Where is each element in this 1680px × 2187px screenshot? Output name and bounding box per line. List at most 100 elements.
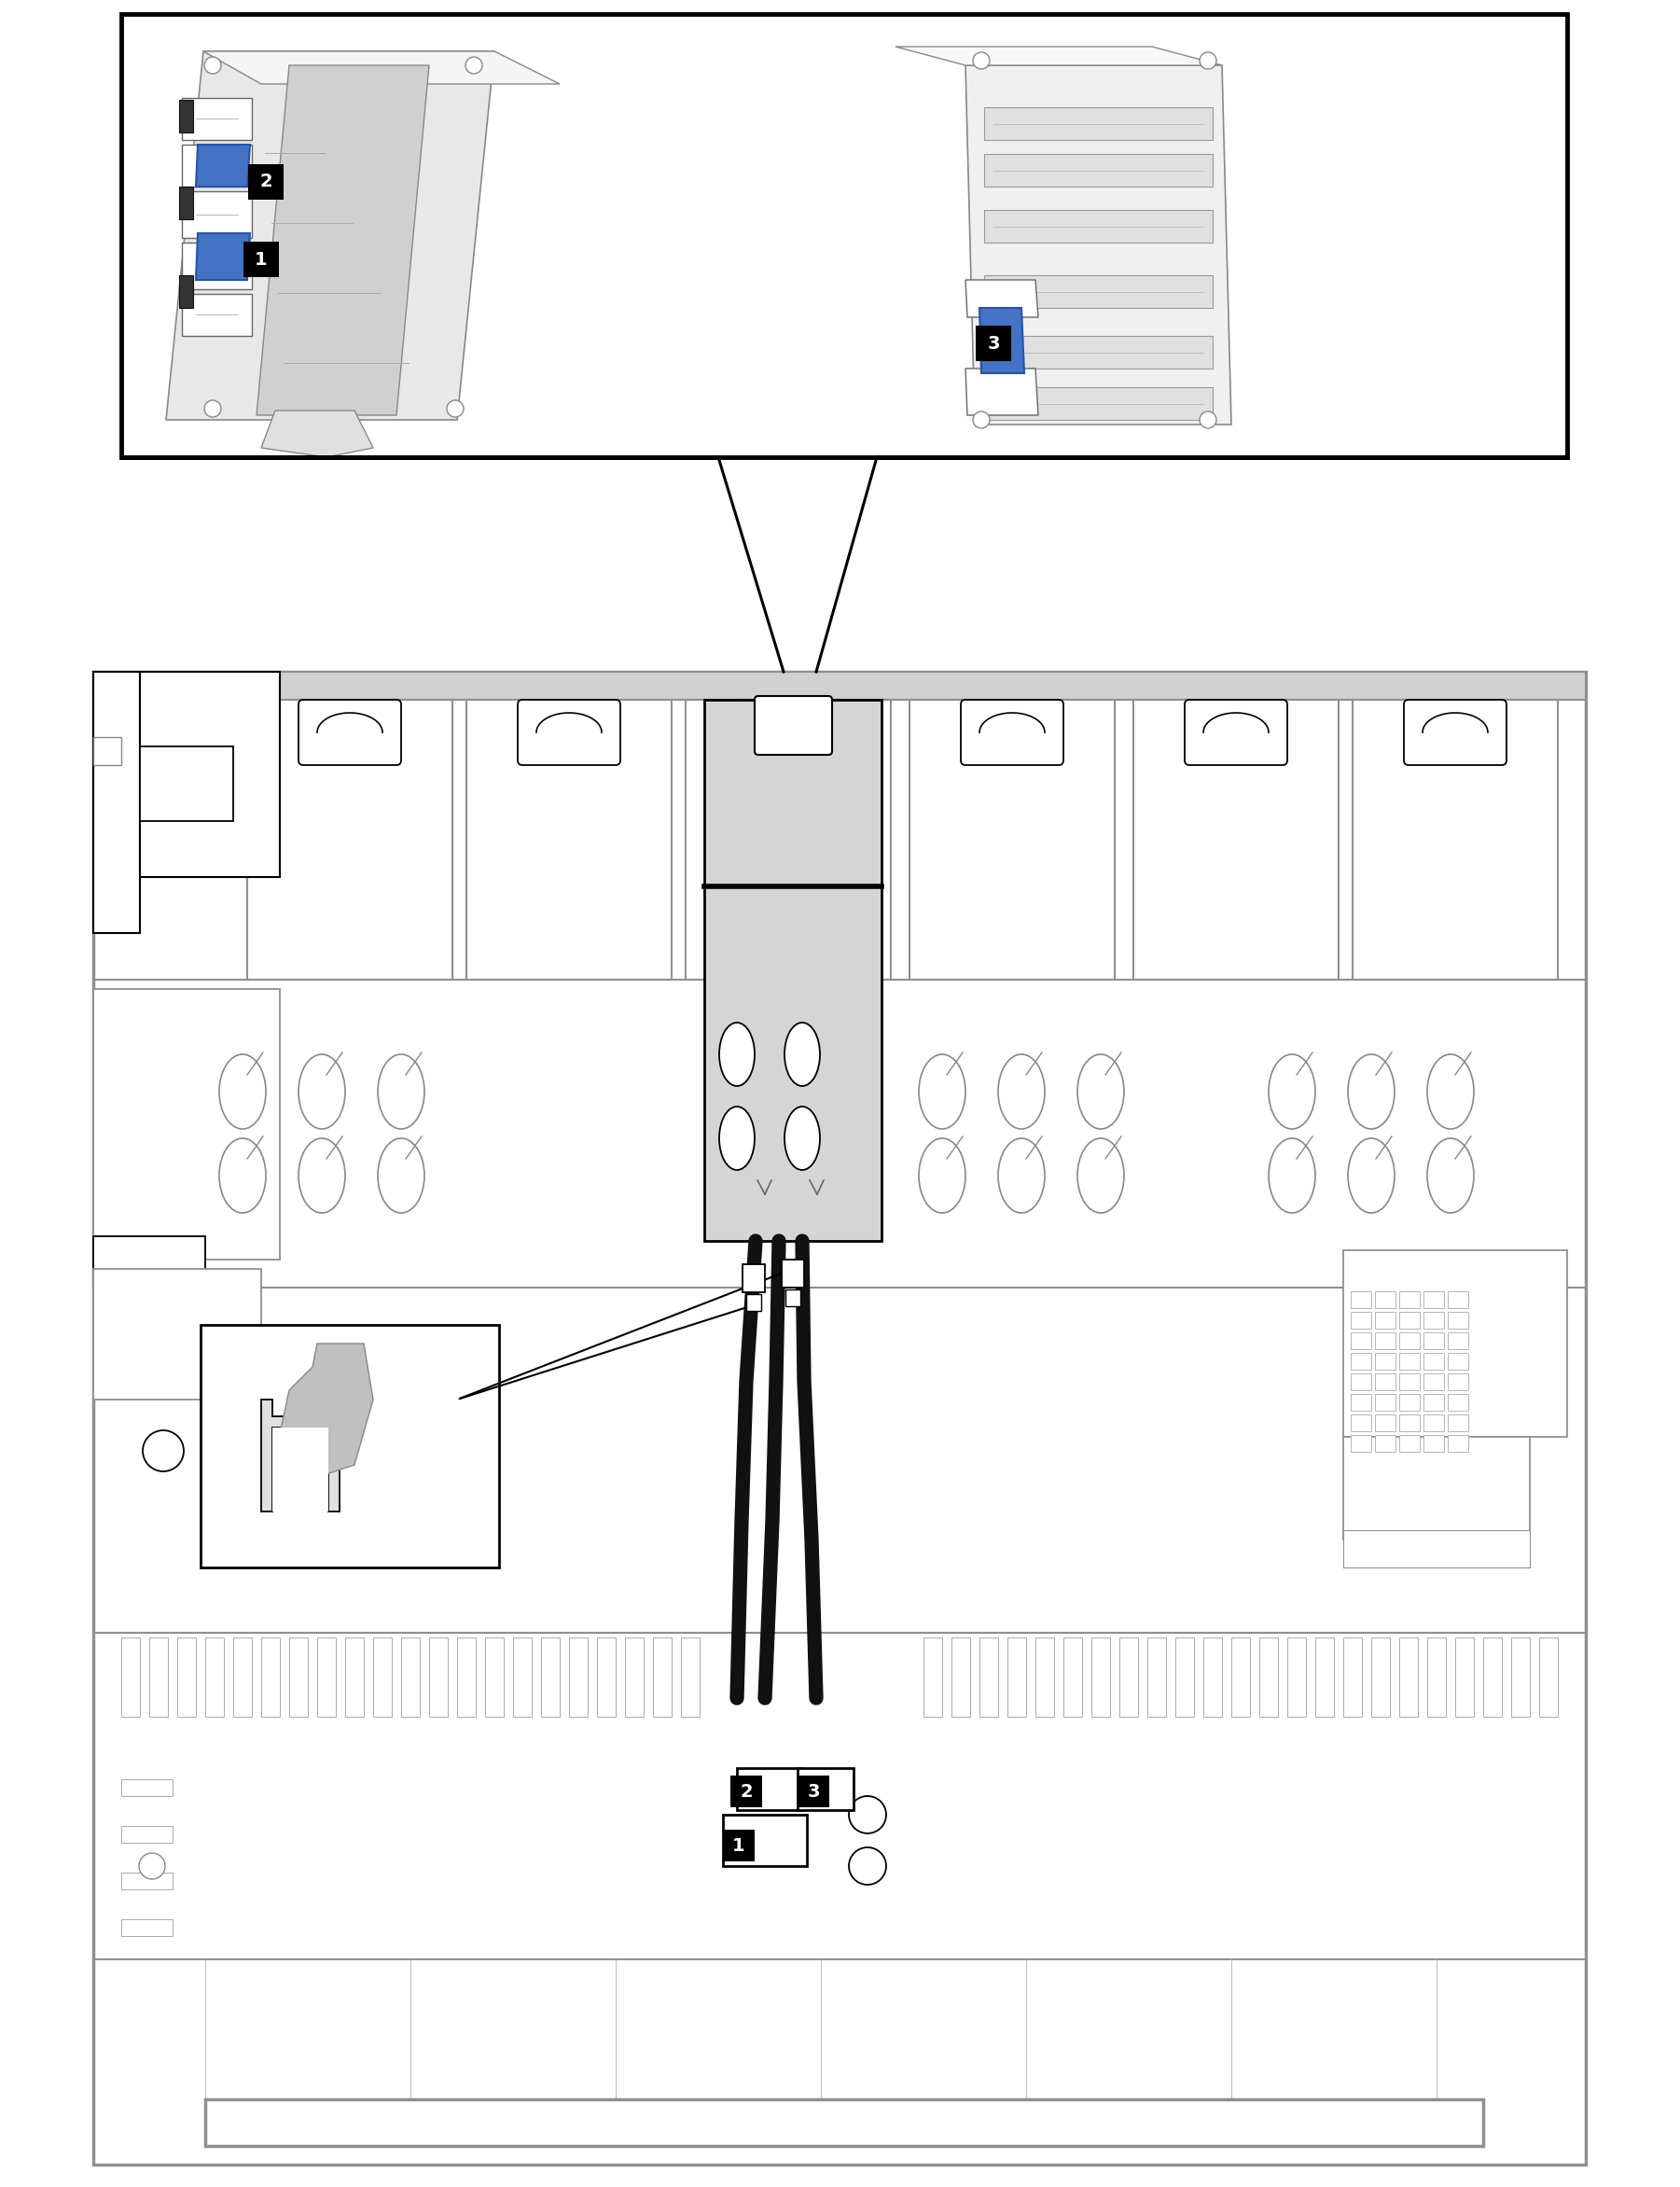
Bar bbox=[205, 1638, 223, 1717]
Bar bbox=[1351, 1415, 1371, 1430]
Bar bbox=[457, 1638, 475, 1717]
Polygon shape bbox=[966, 66, 1231, 424]
Bar bbox=[121, 1826, 173, 1844]
Bar bbox=[1539, 1638, 1557, 1717]
Polygon shape bbox=[166, 50, 494, 420]
Bar bbox=[976, 326, 1011, 361]
Circle shape bbox=[205, 57, 222, 74]
Bar bbox=[180, 101, 193, 133]
Text: 1: 1 bbox=[255, 252, 267, 269]
Bar bbox=[1147, 1638, 1166, 1717]
Ellipse shape bbox=[1268, 1054, 1315, 1128]
Bar bbox=[743, 1264, 764, 1293]
Ellipse shape bbox=[1428, 1137, 1473, 1214]
Bar bbox=[1351, 1312, 1371, 1330]
Text: 3: 3 bbox=[806, 1782, 820, 1800]
Bar bbox=[722, 1815, 806, 1866]
Bar bbox=[680, 1638, 699, 1717]
Bar bbox=[909, 700, 1116, 980]
FancyBboxPatch shape bbox=[961, 700, 1063, 765]
Polygon shape bbox=[197, 234, 250, 280]
Polygon shape bbox=[979, 308, 1025, 374]
Bar bbox=[541, 1638, 559, 1717]
Bar bbox=[121, 1780, 173, 1796]
Bar bbox=[180, 186, 193, 219]
Bar bbox=[1176, 1638, 1194, 1717]
Bar bbox=[1315, 1638, 1334, 1717]
Bar bbox=[176, 1638, 197, 1717]
Circle shape bbox=[465, 57, 482, 74]
Bar bbox=[121, 13, 1567, 457]
Bar bbox=[1483, 1638, 1502, 1717]
Bar bbox=[205, 2100, 1483, 2145]
Bar bbox=[200, 1325, 499, 1568]
Bar bbox=[1399, 1638, 1418, 1717]
Bar bbox=[1374, 1393, 1396, 1411]
Bar bbox=[94, 671, 1586, 700]
Bar bbox=[1423, 1415, 1445, 1430]
Bar bbox=[467, 700, 672, 980]
FancyBboxPatch shape bbox=[1404, 700, 1507, 765]
Bar bbox=[570, 1638, 588, 1717]
Bar bbox=[512, 1638, 531, 1717]
Bar bbox=[1351, 1354, 1371, 1369]
Bar bbox=[244, 241, 279, 278]
Bar bbox=[139, 671, 281, 877]
Bar bbox=[1448, 1393, 1468, 1411]
Bar bbox=[1351, 1290, 1371, 1308]
Bar bbox=[1351, 1435, 1371, 1452]
Bar bbox=[1063, 1638, 1082, 1717]
Bar bbox=[924, 1638, 942, 1717]
Bar bbox=[798, 1776, 830, 1806]
Circle shape bbox=[139, 1852, 165, 1879]
Bar bbox=[1344, 1531, 1530, 1568]
Bar bbox=[1423, 1373, 1445, 1391]
Polygon shape bbox=[197, 144, 250, 186]
FancyBboxPatch shape bbox=[738, 700, 840, 765]
Ellipse shape bbox=[1077, 1054, 1124, 1128]
Bar bbox=[722, 1831, 754, 1861]
Bar bbox=[625, 1638, 643, 1717]
Bar bbox=[234, 1638, 252, 1717]
Bar bbox=[1399, 1312, 1420, 1330]
Polygon shape bbox=[260, 1400, 339, 1511]
Bar bbox=[139, 746, 234, 820]
Bar bbox=[373, 1638, 391, 1717]
Circle shape bbox=[848, 1848, 885, 1885]
Bar bbox=[1448, 1290, 1468, 1308]
Bar bbox=[798, 1767, 853, 1811]
Bar bbox=[1374, 1290, 1396, 1308]
Polygon shape bbox=[895, 46, 1221, 66]
Polygon shape bbox=[276, 1343, 373, 1483]
Bar bbox=[1374, 1354, 1396, 1369]
Ellipse shape bbox=[1347, 1137, 1394, 1214]
Bar bbox=[260, 1638, 281, 1717]
FancyBboxPatch shape bbox=[754, 695, 832, 755]
Ellipse shape bbox=[378, 1137, 425, 1214]
Bar bbox=[984, 276, 1213, 308]
Bar bbox=[1035, 1638, 1053, 1717]
Bar bbox=[181, 190, 252, 238]
Bar bbox=[1423, 1312, 1445, 1330]
Bar bbox=[1374, 1415, 1396, 1430]
Bar bbox=[1399, 1290, 1420, 1308]
Bar bbox=[1512, 1638, 1530, 1717]
Bar bbox=[1399, 1332, 1420, 1349]
Text: 1: 1 bbox=[732, 1837, 746, 1855]
Bar bbox=[94, 989, 281, 1260]
Bar bbox=[272, 1428, 328, 1511]
Ellipse shape bbox=[998, 1137, 1045, 1214]
Bar bbox=[738, 1767, 803, 1811]
Bar bbox=[1374, 1435, 1396, 1452]
Bar bbox=[704, 700, 882, 1240]
Bar bbox=[951, 1638, 969, 1717]
Bar bbox=[731, 1776, 763, 1806]
Bar bbox=[180, 276, 193, 308]
Polygon shape bbox=[966, 370, 1038, 416]
Bar bbox=[984, 107, 1213, 140]
Circle shape bbox=[1200, 411, 1216, 429]
Bar bbox=[121, 1920, 173, 1935]
Circle shape bbox=[973, 52, 990, 70]
Bar bbox=[1008, 1638, 1026, 1717]
Ellipse shape bbox=[218, 1054, 265, 1128]
